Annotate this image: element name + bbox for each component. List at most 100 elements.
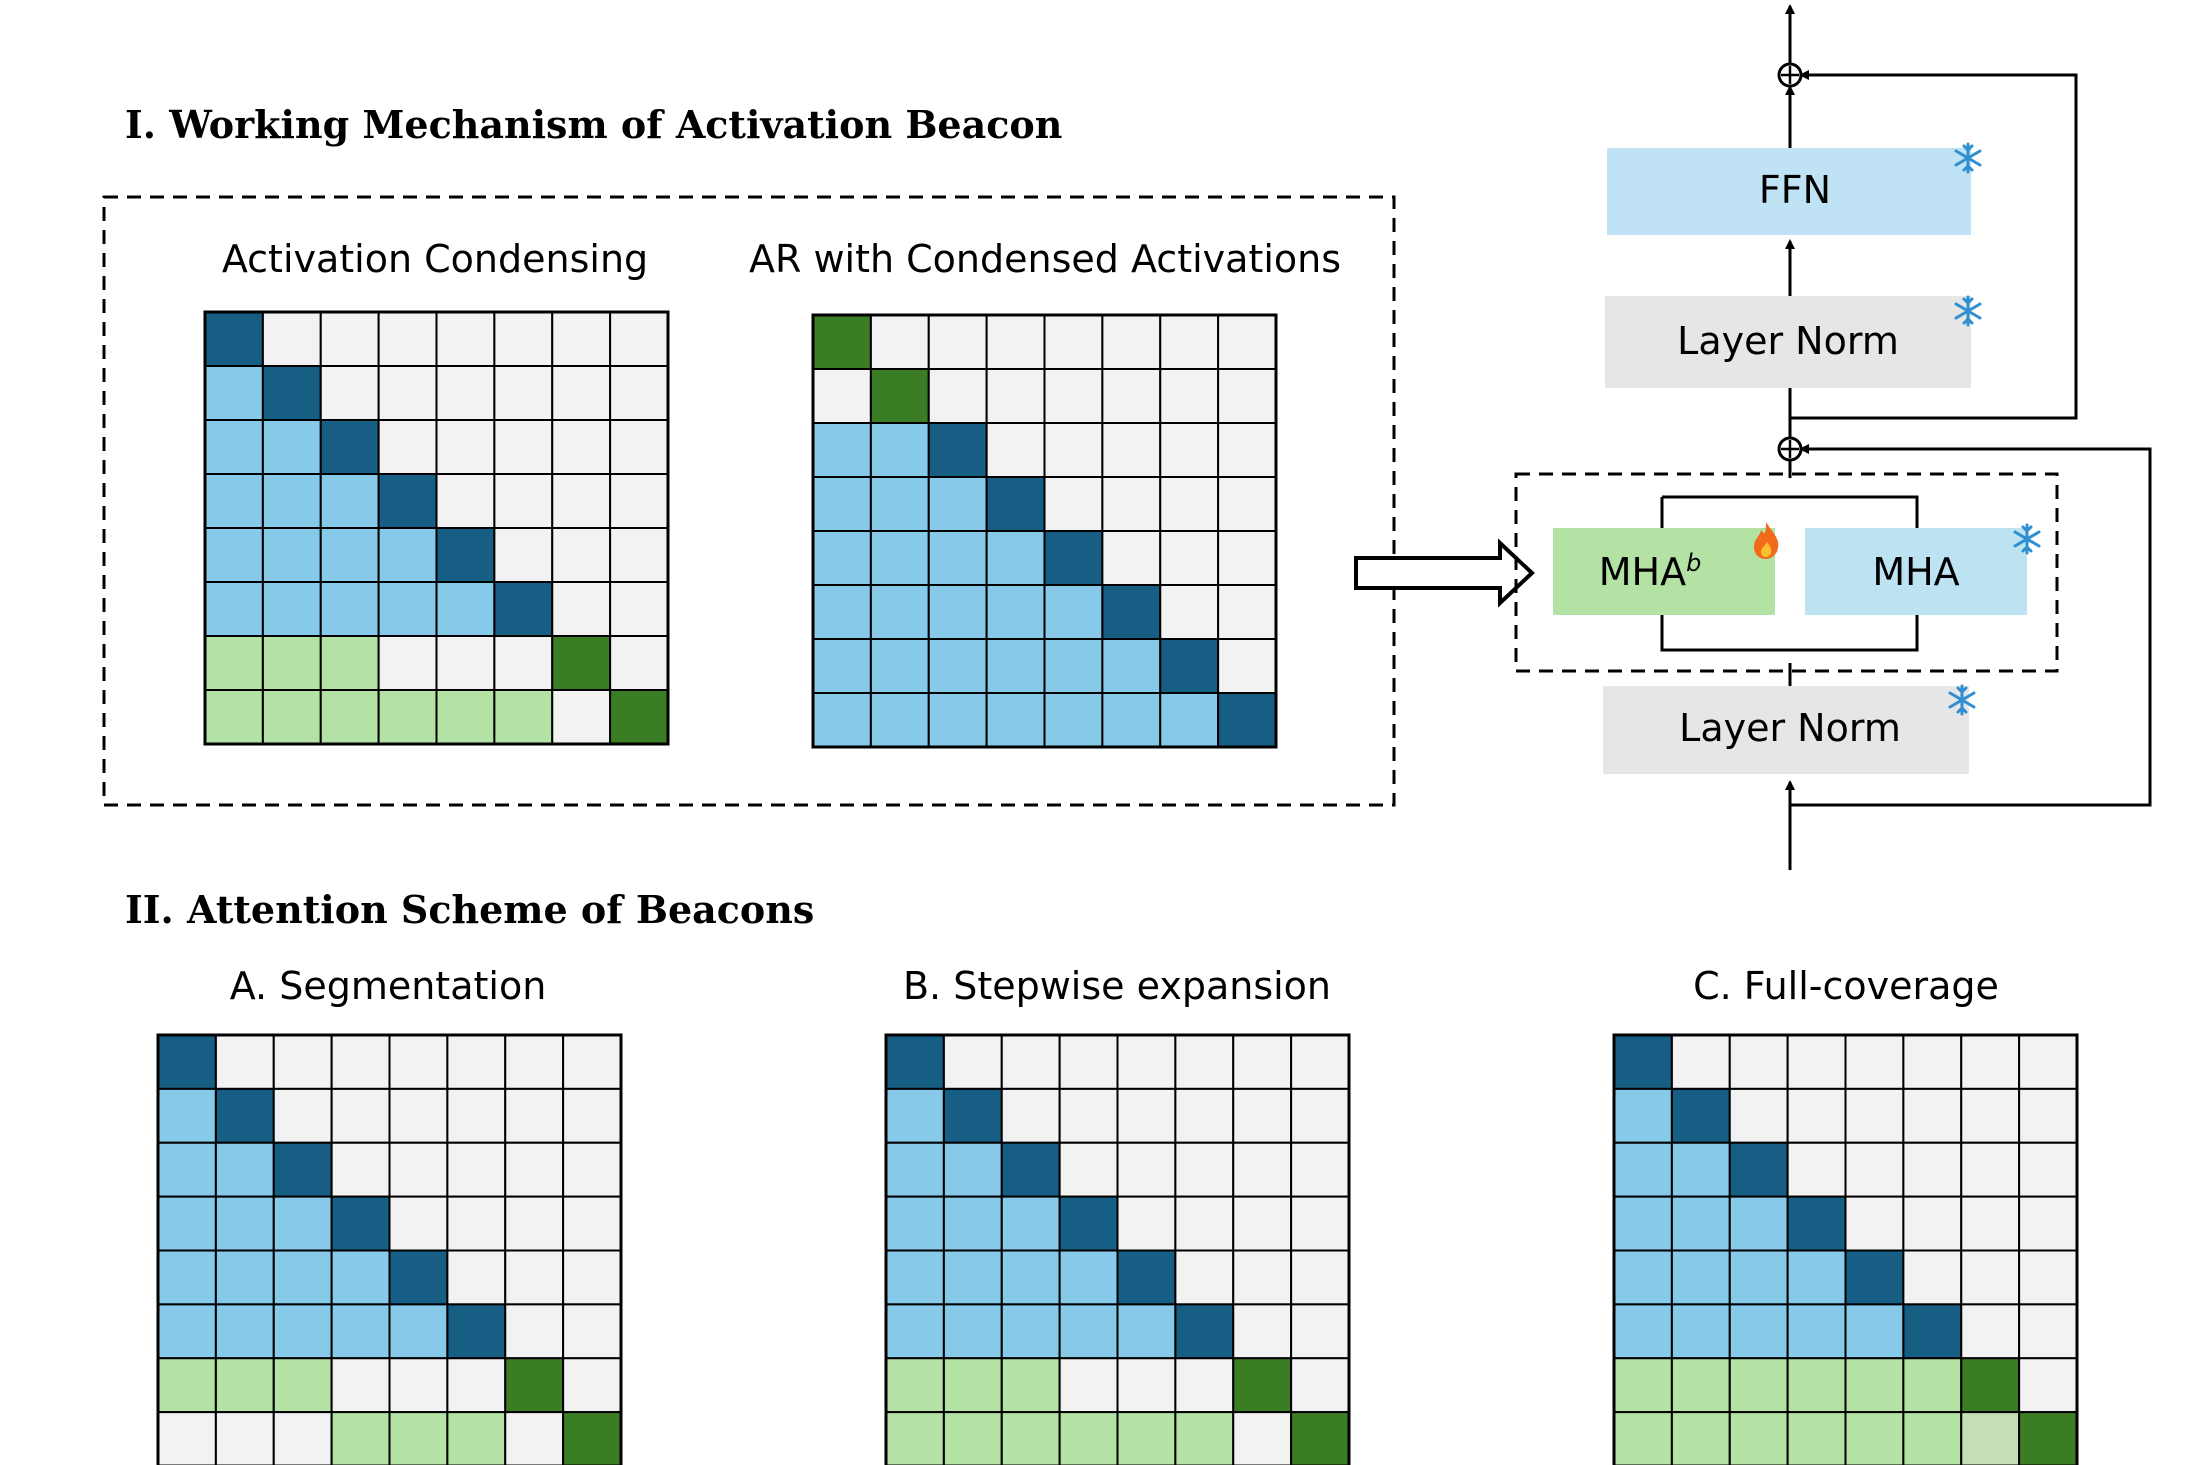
matrix-cell-blue — [985, 584, 1046, 640]
matrix-cell-green — [1058, 1411, 1119, 1465]
matrix-frame — [1612, 1033, 2079, 1465]
matrix-cell-empty — [1786, 1141, 1847, 1198]
matrix-cell-blue — [1613, 1141, 1673, 1198]
matrix-cell-diag-blue — [1844, 1249, 1905, 1306]
matrix-cell-green — [330, 1411, 391, 1465]
matrix-cell-blue — [885, 1195, 945, 1252]
matrix-cell-blue — [869, 584, 930, 640]
matrix-cell-empty — [1728, 1034, 1789, 1090]
matrix-cell-blue — [157, 1087, 217, 1144]
matrix-cell-empty — [272, 1411, 333, 1465]
matrix-cell-blue — [204, 473, 264, 529]
matrix-cell-empty — [1000, 1034, 1061, 1090]
layer-norm-top-label: Layer Norm — [1677, 319, 1899, 363]
matrix-cell-blue — [204, 581, 264, 637]
matrix-cell-blue — [1058, 1249, 1119, 1306]
mha-beacon-label: MHAb — [1599, 549, 1702, 594]
matrix-cell-blue — [869, 530, 930, 586]
matrix-cell-empty — [1960, 1034, 2021, 1090]
matrix-cell-blue — [157, 1249, 217, 1306]
matrix-cell-empty — [377, 311, 438, 367]
matrix-cell-diag-blue — [1217, 692, 1277, 748]
matrix-cell-blue — [214, 1303, 275, 1360]
matrix-cell-empty — [551, 527, 612, 583]
matrix-cell-empty — [1174, 1087, 1235, 1144]
matrix-cell-empty — [330, 1087, 391, 1144]
matrix-cell-empty — [493, 473, 554, 529]
section-title-attention-scheme: II. Attention Scheme of Beacons — [125, 887, 814, 932]
matrix-cell-empty — [504, 1195, 565, 1252]
matrix-cell-green — [261, 635, 322, 691]
matrix-cell-blue — [885, 1303, 945, 1360]
matrix-cell-diag-blue — [1159, 638, 1220, 694]
matrix-cell-diag-blue — [927, 422, 988, 478]
matrix-cell-diag-green — [1290, 1411, 1350, 1465]
matrix-cell-blue — [1000, 1249, 1061, 1306]
matrix-cell-empty — [562, 1249, 622, 1306]
matrix-cell-empty — [1232, 1411, 1293, 1465]
matrix-cell-diag-blue — [1043, 530, 1104, 586]
matrix-cell-blue — [1043, 692, 1104, 748]
matrix-cell-empty — [2018, 1195, 2078, 1252]
matrix-cell-blue — [985, 692, 1046, 748]
matrix-cell-empty — [1844, 1087, 1905, 1144]
matrix-cell-empty — [1159, 368, 1220, 424]
matrix-cell-diag-green — [869, 368, 930, 424]
matrix-cell-blue — [377, 527, 438, 583]
matrix-cell-green — [942, 1357, 1003, 1414]
matrix-cell-green — [885, 1357, 945, 1414]
matrix-cell-empty — [1217, 530, 1277, 586]
matrix-cell-green — [1613, 1357, 1673, 1414]
matrix-cell-blue — [1000, 1303, 1061, 1360]
matrix-cell-blue — [214, 1249, 275, 1306]
matrix-cell-green — [204, 689, 264, 745]
matrix-cell-blue — [1786, 1303, 1847, 1360]
matrix-cell-blue — [869, 476, 930, 532]
flame-icon — [1754, 522, 1779, 559]
matrix-cell-blue — [927, 692, 988, 748]
matrix-cell-blue — [1613, 1195, 1673, 1252]
mha-beacon-superscript: b — [1686, 549, 1701, 577]
matrix-cell-diag-blue — [435, 527, 496, 583]
matrix-cell-blue — [214, 1141, 275, 1198]
matrix-cell-blue — [1844, 1303, 1905, 1360]
matrix-cell-green — [1844, 1411, 1905, 1465]
matrix-cell-empty — [504, 1034, 565, 1090]
residual-add-node-bottom — [1777, 436, 1803, 462]
matrix-cell-empty — [1101, 530, 1162, 586]
matrix-cell-blue — [377, 581, 438, 637]
matrix-cell-empty — [1217, 476, 1277, 532]
section-title-working-mechanism: I. Working Mechanism of Activation Beaco… — [125, 102, 1062, 147]
matrix-cell-empty — [504, 1087, 565, 1144]
matrix-cell-empty — [551, 689, 612, 745]
matrix-cell-green — [319, 689, 380, 745]
matrix-cell-empty — [2018, 1249, 2078, 1306]
matrix-cell-diag-blue — [272, 1141, 333, 1198]
matrix-cell-blue — [942, 1303, 1003, 1360]
matrix-cell-empty — [504, 1141, 565, 1198]
matrix-cell-green — [1613, 1411, 1673, 1465]
matrix-cell-diag-blue — [985, 476, 1046, 532]
matrix-cell-empty — [609, 635, 669, 691]
layer-norm-bottom-block — [1603, 686, 1969, 774]
layer-norm-bottom-label: Layer Norm — [1679, 706, 1901, 750]
matrix-cell-green — [157, 1357, 217, 1414]
matrix-cell-empty — [1728, 1087, 1789, 1144]
matrix-title-ar-condensed: AR with Condensed Activations — [749, 237, 1341, 281]
matrix-cell-green — [1000, 1411, 1061, 1465]
matrix-cell-blue — [1670, 1141, 1731, 1198]
mha-beacon-block — [1553, 528, 1775, 615]
matrix-cell-empty — [446, 1249, 507, 1306]
matrix-cell-empty — [272, 1034, 333, 1090]
matrix-cell-empty — [927, 314, 988, 370]
matrix-cell-green — [435, 689, 496, 745]
matrix-cell-empty — [1174, 1034, 1235, 1090]
matrix-cell-green — [1902, 1411, 1963, 1465]
matrix-title-full-coverage: C. Full-coverage — [1693, 964, 1999, 1008]
matrix-cell-empty — [504, 1411, 565, 1465]
matrix-cell-empty — [435, 635, 496, 691]
matrix-cell-empty — [1058, 1141, 1119, 1198]
matrix-cell-empty — [446, 1034, 507, 1090]
matrix-cell-blue — [261, 419, 322, 475]
matrix-cell-empty — [1960, 1141, 2021, 1198]
